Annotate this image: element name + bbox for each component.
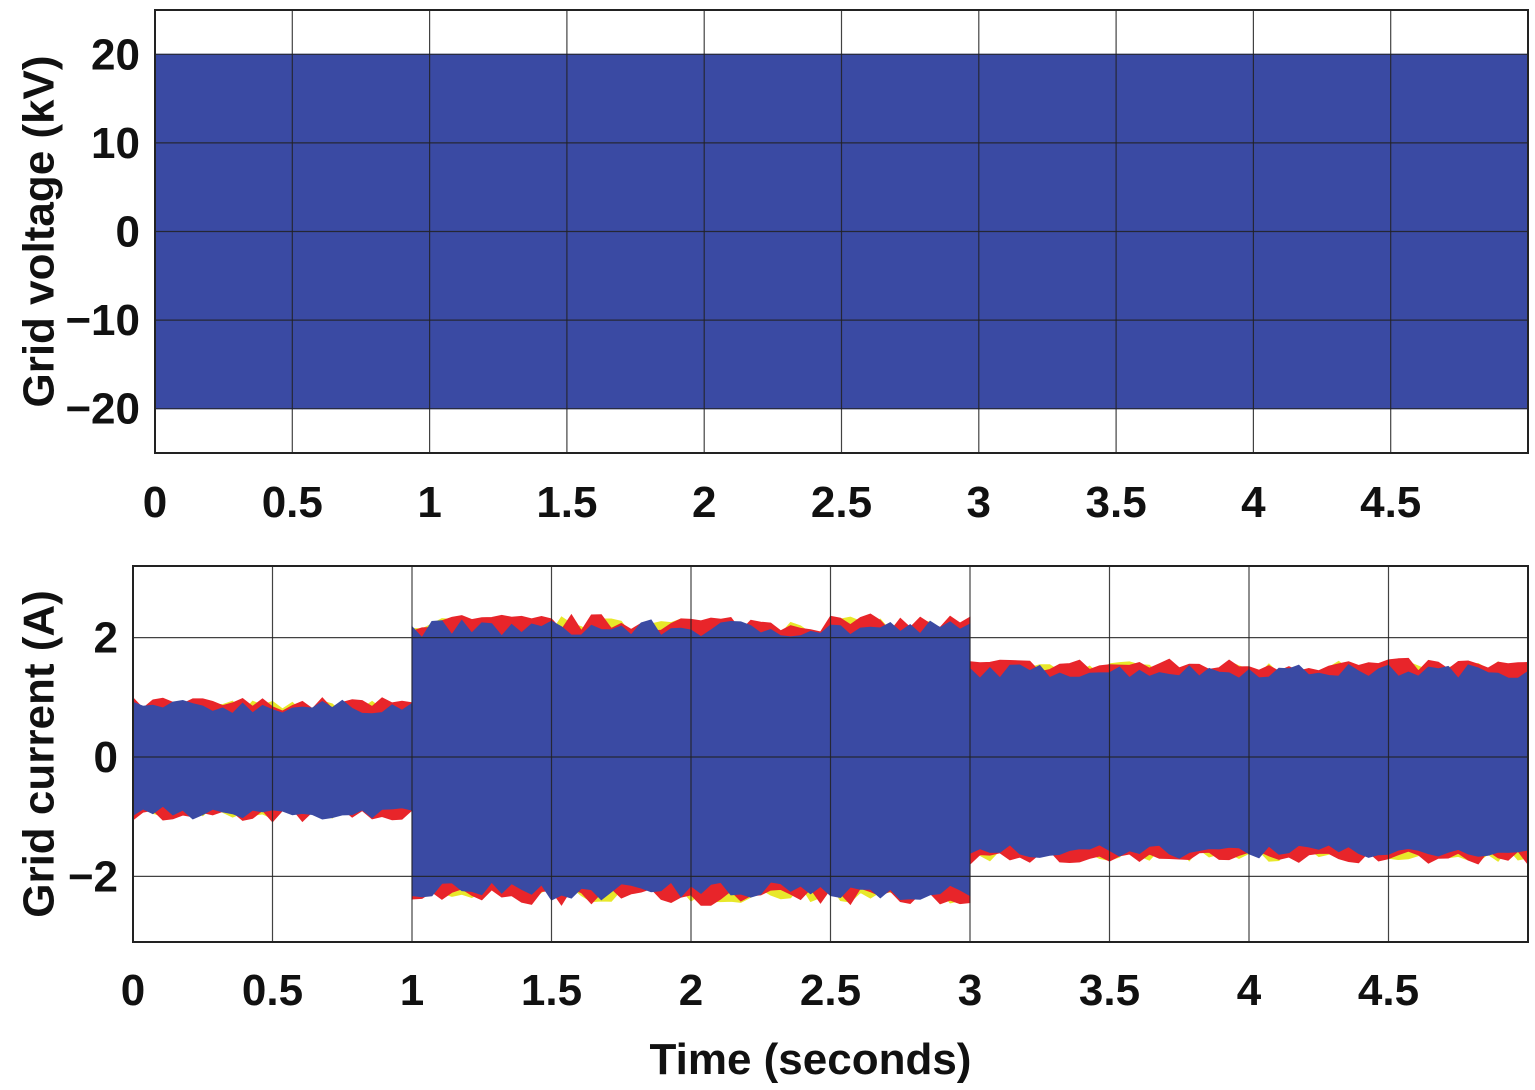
current-y-tick-label: −2	[68, 852, 118, 901]
current-grid-layer	[133, 566, 1528, 942]
current-x-tick-label: 0.5	[242, 966, 303, 1015]
current-x-axis-label: Time (seconds)	[650, 1035, 972, 1084]
voltage-y-axis-label: Grid voltage (kV)	[14, 55, 63, 407]
voltage-y-tick-label: 20	[91, 30, 140, 79]
voltage-x-tick-label: 1.5	[536, 478, 597, 527]
current-axes-frame	[132, 565, 1529, 943]
current-y-ticks: 2 0 −2	[68, 614, 118, 902]
voltage-x-tick-label: 0	[143, 478, 167, 527]
voltage-y-tick-label: 10	[91, 119, 140, 168]
voltage-x-tick-label: 3.5	[1086, 478, 1147, 527]
voltage-grid-layer	[155, 10, 1528, 453]
current-y-axis-label: Grid current (A)	[14, 590, 63, 918]
current-y-tick-label: 2	[94, 614, 118, 663]
voltage-panel: 0 0.5 1 1.5 2 2.5 3 3.5 4 4.5 20 10 0 −10 −20 Grid vo…	[14, 9, 1529, 527]
voltage-x-tick-label: 4	[1241, 478, 1266, 527]
voltage-x-tick-label: 2.5	[811, 478, 872, 527]
voltage-axes-frame	[154, 9, 1529, 454]
current-y-tick-label: 0	[94, 733, 118, 782]
voltage-x-tick-label: 1	[417, 478, 441, 527]
voltage-x-tick-label: 4.5	[1360, 478, 1421, 527]
current-x-tick-label: 3	[958, 966, 982, 1015]
current-x-tick-label: 2.5	[800, 966, 861, 1015]
current-x-tick-label: 4.5	[1358, 966, 1419, 1015]
voltage-y-ticks: 20 10 0 −10 −20	[65, 30, 140, 433]
current-x-ticks: 0 0.5 1 1.5 2 2.5 3 3.5 4 4.5	[121, 966, 1419, 1015]
voltage-y-tick-label: 0	[116, 208, 140, 257]
voltage-x-ticks: 0 0.5 1 1.5 2 2.5 3 3.5 4 4.5	[143, 478, 1422, 527]
voltage-y-tick-label: −10	[65, 296, 140, 345]
voltage-x-tick-label: 3	[967, 478, 991, 527]
current-panel: 0 0.5 1 1.5 2 2.5 3 3.5 4 4.5 2 0 −2 Grid current (…	[14, 565, 1529, 1084]
current-x-tick-label: 4	[1237, 966, 1262, 1015]
current-x-tick-label: 0	[121, 966, 145, 1015]
voltage-x-tick-label: 0.5	[262, 478, 323, 527]
voltage-x-tick-label: 2	[692, 478, 716, 527]
current-x-tick-label: 1.5	[521, 966, 582, 1015]
voltage-y-tick-label: −20	[65, 385, 140, 434]
current-x-tick-label: 3.5	[1079, 966, 1140, 1015]
current-x-tick-label: 1	[400, 966, 424, 1015]
current-x-tick-label: 2	[679, 966, 703, 1015]
